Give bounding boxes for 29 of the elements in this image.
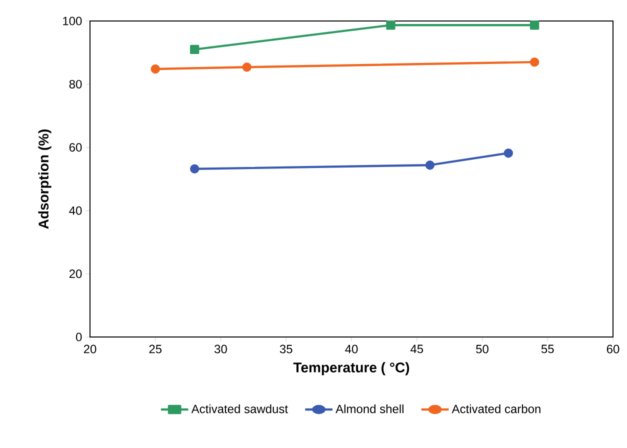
x-tick-label: 45 <box>410 344 424 354</box>
legend-label: Activated sawdust <box>191 404 288 414</box>
x-tick-label: 25 <box>149 344 162 354</box>
legend-label: Almond shell <box>336 404 404 414</box>
point <box>530 57 540 67</box>
point <box>242 62 252 72</box>
legend-label: Activated carbon <box>452 404 540 414</box>
point <box>190 164 200 174</box>
y-tick-label: 100 <box>63 16 82 26</box>
point <box>530 20 540 30</box>
y-tick-label: 80 <box>69 80 82 88</box>
point <box>190 44 200 54</box>
x-tick-label: 30 <box>214 344 227 354</box>
point <box>504 148 513 158</box>
point <box>425 160 435 170</box>
x-tick-label: 40 <box>345 344 358 354</box>
y-tick-label: 40 <box>69 206 82 215</box>
x-tick-label: 55 <box>541 344 554 354</box>
point <box>150 64 160 74</box>
y-tick-label: 0 <box>76 332 82 342</box>
x-tick-label: 35 <box>280 344 292 354</box>
y-tick-label: 20 <box>69 270 82 278</box>
x-tick-label: 60 <box>606 344 620 354</box>
y-axis-title: Adsorption (%) <box>38 130 52 229</box>
point <box>386 20 396 30</box>
y-tick-label: 60 <box>69 143 82 152</box>
x-tick-label: 50 <box>476 344 488 354</box>
x-tick-label: 20 <box>84 344 96 354</box>
x-axis-title: Temperature ( °C) <box>293 362 410 376</box>
